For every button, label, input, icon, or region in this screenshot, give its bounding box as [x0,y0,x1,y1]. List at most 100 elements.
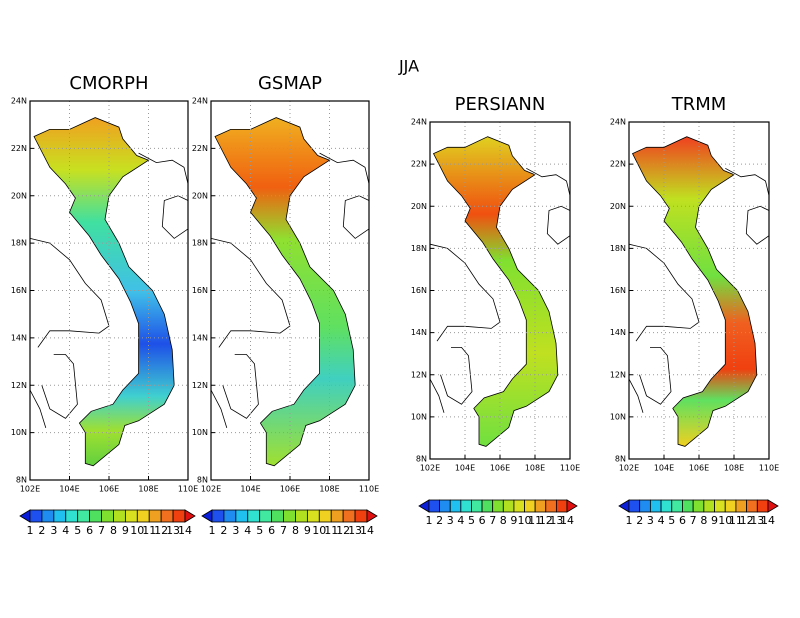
x-tick-label: 102E [201,485,221,494]
colorbar-label: 1 [426,514,433,527]
coastline [429,378,445,413]
coastline [725,167,770,196]
colorbar-label: 7 [280,524,287,537]
colorbar-label: 4 [244,524,251,537]
panel-title: PERSIANN [455,94,546,115]
y-tick-label: 14N [11,333,27,342]
colorbar-label: 14 [360,524,374,537]
y-tick-label: 16N [192,286,208,295]
x-tick-label: 108E [525,464,545,473]
map-frame [210,100,370,481]
coastline [29,238,110,348]
colorbar-label: 7 [98,524,105,537]
colorbar-end [201,509,213,523]
x-tick-label: 104E [59,485,79,494]
colorbar-box [318,509,332,523]
colorbar-label: 10 [130,524,144,537]
colorbar-label: 10 [312,524,326,537]
y-tick-label: 8N [197,476,208,485]
colorbar-box [306,509,320,523]
figure-title: JJA [398,57,419,76]
x-tick-label: 110E [560,464,580,473]
colorbar-box [211,509,225,523]
colorbar-box [724,499,737,513]
colorbar-box [354,509,368,523]
precip-field [432,136,559,447]
colorbar-box [342,509,356,523]
colorbar-label: 6 [479,514,486,527]
colorbar-label: 5 [668,514,675,527]
colorbar-box [160,509,174,523]
colorbar-box [101,509,114,523]
y-tick-label: 18N [11,239,27,248]
colorbar-box [148,509,162,523]
colorbar-box [449,499,462,513]
y-tick-label: 12N [610,370,626,379]
colorbar-box [41,509,55,523]
y-tick-label: 12N [192,381,208,390]
y-tick-label: 24N [610,118,626,127]
x-tick-label: 106E [490,464,510,473]
colorbar-box [65,509,79,523]
colorbar-box [555,499,568,513]
colorbar-box [235,509,249,523]
colorbar-box [671,499,683,513]
coastline [210,389,228,429]
colorbar-box [172,509,186,523]
colorbar-label: 9 [304,524,311,537]
colorbar-box [524,499,536,513]
colorbar-label: 12 [336,524,350,537]
colorbar-label: 5 [468,514,475,527]
map-panel: 102E 104E 106E 108E 110E 8N 10N 12N 14N 16N 18N 20N… [411,94,580,473]
colorbar-box [534,499,547,513]
y-tick-label: 22N [192,144,208,153]
x-tick-label: 104E [240,485,260,494]
y-tick-label: 16N [610,286,626,295]
coastline [319,152,370,184]
y-tick-label: 12N [411,370,427,379]
y-tick-label: 12N [11,381,27,390]
colorbar-box [223,509,237,523]
y-tick-label: 8N [16,476,27,485]
colorbar-label: 14 [560,514,574,527]
colorbar-label: 3 [232,524,239,537]
colorbar-label: 2 [38,524,45,537]
y-tick-label: 8N [416,455,427,464]
x-tick-label: 110E [359,485,379,494]
colorbar-label: 9 [510,514,517,527]
colorbar-label: 4 [658,514,665,527]
colorbar-label: 12 [154,524,168,537]
coastline [429,243,501,342]
colorbar-box [330,509,344,523]
colorbar-box [692,499,705,513]
x-tick-label: 102E [20,485,40,494]
x-tick-label: 104E [455,464,475,473]
x-tick-label: 102E [619,464,639,473]
colorbar-box [247,509,261,523]
colorbar-label: 6 [679,514,686,527]
y-tick-label: 18N [411,244,427,253]
coastline [161,195,189,239]
colorbar-box [271,509,284,523]
coastline [745,205,770,245]
y-tick-label: 8N [615,455,626,464]
x-tick-label: 108E [138,485,158,494]
colorbar-label: 13 [549,514,563,527]
coastline [546,205,571,245]
panel-title: GSMAP [258,73,322,94]
y-tick-label: 20N [11,191,27,200]
colorbar-label: 10 [518,514,532,527]
colorbar-label: 8 [110,524,117,537]
colorbar-box [259,509,273,523]
map-frame [628,121,770,460]
colorbar-end [767,499,779,513]
colorbar-end [418,499,430,513]
map-frame [429,121,571,460]
colorbar-label: 4 [62,524,69,537]
colorbar-box [735,499,748,513]
colorbar-label: 2 [436,514,443,527]
y-tick-label: 22N [411,160,427,169]
